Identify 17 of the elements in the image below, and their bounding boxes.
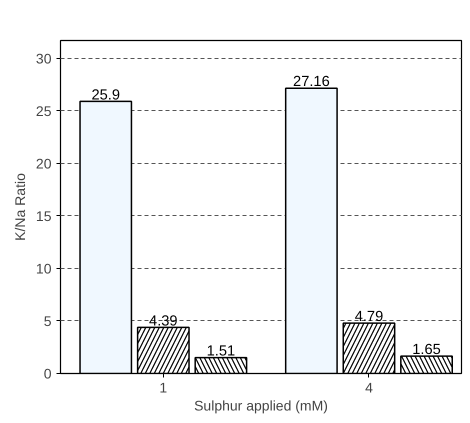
data-label: 25.9 (91, 87, 120, 104)
x-tick-label: 1 (159, 380, 168, 396)
data-label: 1.65 (412, 342, 441, 358)
y-tick-label: 5 (44, 312, 52, 329)
y-tick-label: 0 (44, 366, 52, 382)
y-tick-label: 25 (36, 102, 52, 119)
y-axis-title: K/Na Ratio (12, 172, 28, 241)
x-tick-label: 4 (365, 380, 374, 396)
y-tick-label: 20 (36, 155, 52, 172)
data-label: 27.16 (293, 74, 330, 90)
data-label: 4.39 (149, 313, 178, 330)
y-tick-label: 15 (36, 208, 52, 224)
y-tick-label: 30 (36, 50, 52, 66)
x-axis-title: Sulphur applied (mM) (194, 398, 328, 414)
y-tick-label: 10 (36, 260, 52, 276)
data-label: 4.79 (354, 309, 384, 326)
data-label: 1.51 (206, 344, 236, 360)
